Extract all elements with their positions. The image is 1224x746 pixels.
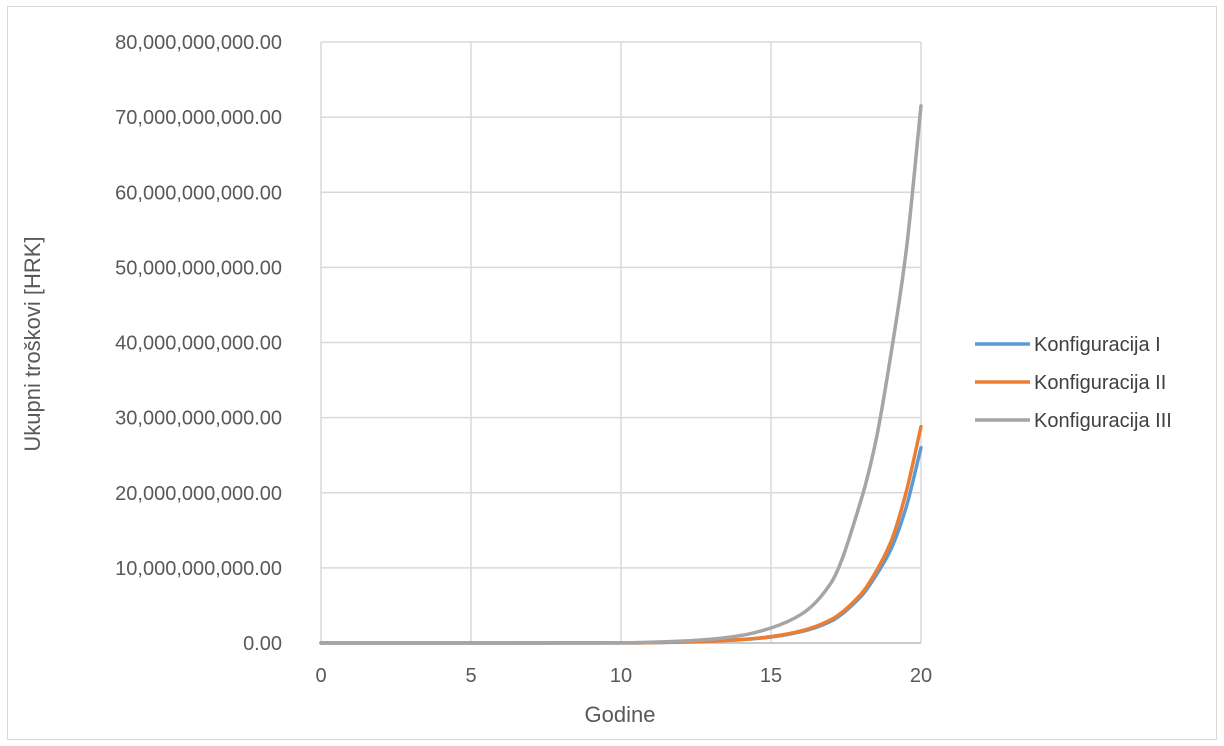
legend-label: Konfiguracija II [1034,372,1166,394]
y-tick-label: 30,000,000,000.00 [115,408,282,430]
y-tick-label: 20,000,000,000.00 [115,483,282,505]
y-tick-label: 10,000,000,000.00 [115,558,282,580]
y-tick-label: 50,000,000,000.00 [115,257,282,279]
legend-label: Konfiguracija I [1034,334,1161,356]
y-tick-label: 80,000,000,000.00 [115,32,282,54]
legend: Konfiguracija I Konfiguracija II Konfigura… [975,334,1172,432]
series-lines [319,104,923,645]
y-axis-tick-labels: 0.00 10,000,000,000.00 20,000,000,000.00 30… [115,32,282,655]
x-tick-label: 20 [910,665,932,687]
y-tick-label: 60,000,000,000.00 [115,182,282,204]
series-line-3 [319,104,923,645]
x-axis-tick-labels: 0 5 10 15 20 [315,665,932,687]
legend-label: Konfiguracija III [1034,410,1172,432]
y-tick-label: 40,000,000,000.00 [115,333,282,355]
x-tick-label: 5 [465,665,476,687]
x-axis-title: Godine [585,702,656,727]
y-tick-label: 70,000,000,000.00 [115,107,282,129]
x-tick-label: 10 [610,665,632,687]
y-tick-label: 0.00 [243,633,282,655]
x-tick-label: 15 [760,665,782,687]
y-axis-title: Ukupni troškovi [HRK] [20,236,45,451]
x-tick-label: 0 [315,665,326,687]
chart-area [7,6,1217,740]
gridlines [320,41,922,644]
